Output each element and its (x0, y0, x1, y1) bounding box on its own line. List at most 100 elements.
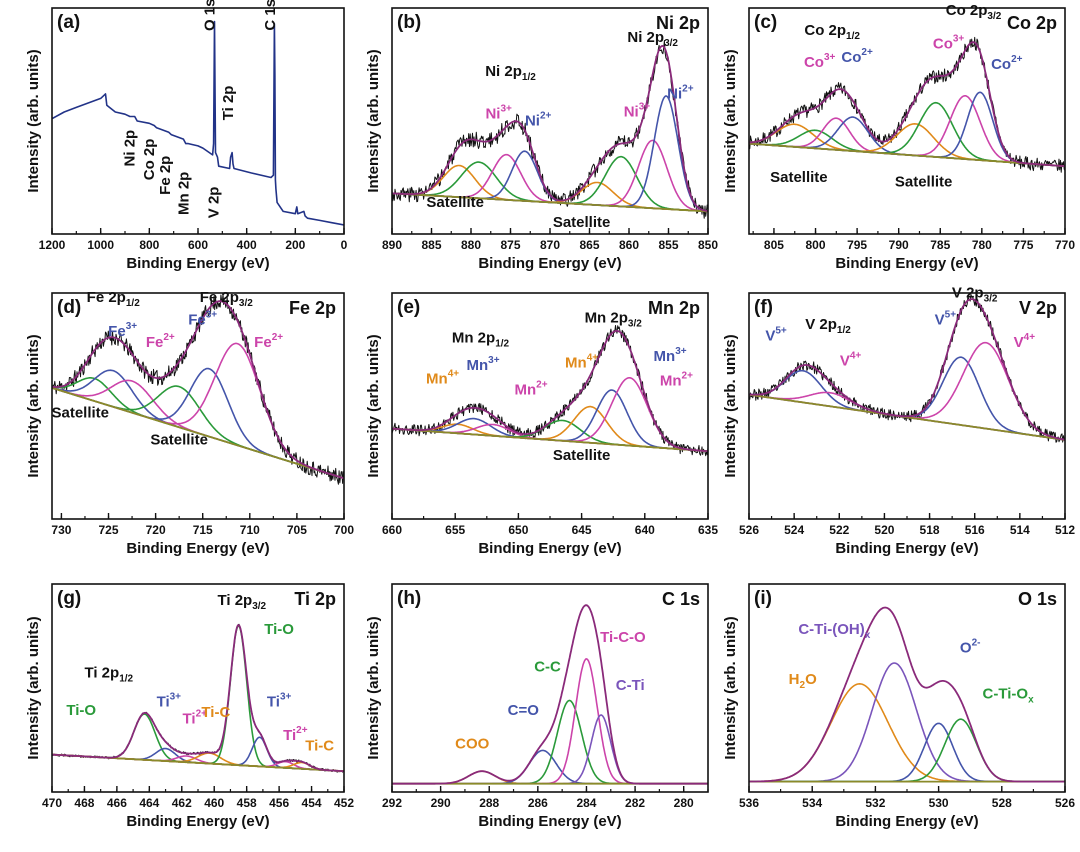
panel-h: 292 290 288 286 284 282 280 Binding Energy (eV)… (365, 583, 709, 830)
tick-label-c-3: 790 (889, 238, 909, 252)
tick-label-i-0: 536 (739, 796, 759, 810)
tick-label-g-5: 460 (204, 796, 224, 810)
annotation-d-3: Fe2+ (146, 332, 175, 351)
tick-label-h-1: 290 (431, 796, 451, 810)
tick-label-f-3: 520 (874, 523, 894, 537)
annotation-f-4: V5+ (935, 310, 957, 329)
tick-label-f-0: 526 (739, 523, 759, 537)
panel-a: 1200 1000 800 600 400 200 0 Binding Energy (eV)… (25, 0, 348, 272)
tick-label-g-2: 466 (107, 796, 127, 810)
annotation-b-2: Ni3+ (485, 104, 512, 123)
plot-area-b (392, 40, 708, 219)
annotation-a-2: Ti 2p (220, 86, 237, 121)
annotation-e-1: Mn 2p3/2 (585, 309, 643, 329)
envelope-line-e (392, 330, 708, 453)
annotation-f-0: V 2p1/2 (805, 316, 851, 336)
tick-label-a-6: 0 (341, 238, 348, 252)
panel-letter-b: (b) (397, 12, 421, 33)
panel-title-d: Fe 2p (289, 298, 336, 318)
tick-label-g-7: 456 (269, 796, 289, 810)
plot-area-g (52, 623, 344, 773)
tick-label-d-2: 720 (146, 523, 166, 537)
tick-label-a-4: 400 (237, 238, 257, 252)
annotation-a-0: O 1s (202, 0, 219, 31)
annotation-h-2: C-C (534, 658, 561, 675)
x-axis-label-d: Binding Energy (eV) (126, 540, 269, 557)
tick-label-b-6: 860 (619, 238, 639, 252)
fit-peak-h-3 (392, 658, 708, 785)
tick-label-a-2: 800 (139, 238, 159, 252)
envelope-line-c (749, 41, 1065, 168)
envelope-line-d (52, 300, 344, 480)
tick-label-e-5: 635 (698, 523, 718, 537)
tick-label-h-6: 280 (674, 796, 694, 810)
panel-f: 526 524 522 520 518 516 514 512 Binding Energy (… (722, 285, 1075, 557)
annotation-e-3: Mn3+ (466, 355, 499, 374)
tick-label-c-5: 780 (972, 238, 992, 252)
tick-label-a-5: 200 (285, 238, 305, 252)
tick-label-f-4: 518 (920, 523, 940, 537)
annotation-h-0: COO (455, 735, 490, 752)
tick-label-e-3: 645 (572, 523, 592, 537)
annotation-e-8: Satellite (553, 447, 611, 464)
tick-label-b-2: 880 (461, 238, 481, 252)
plot-area-e (392, 325, 708, 457)
annotation-b-0: Ni 2p1/2 (485, 63, 536, 83)
annotation-h-1: C=O (508, 702, 540, 719)
plot-frame-f (748, 292, 1066, 520)
tick-label-b-5: 865 (579, 238, 599, 252)
tick-label-i-2: 532 (865, 796, 885, 810)
annotation-b-7: Satellite (553, 214, 611, 231)
tick-label-g-1: 468 (74, 796, 94, 810)
y-axis-label-c: Intensity (arb. units) (722, 49, 739, 192)
tick-label-a-0: 1200 (39, 238, 66, 252)
raw-spectrum-g (52, 623, 344, 773)
annotation-i-2: O2- (960, 638, 981, 657)
tick-label-c-6: 775 (1013, 238, 1033, 252)
annotation-e-6: Mn3+ (654, 346, 687, 365)
raw-spectrum-e (392, 325, 708, 457)
annotation-b-6: Satellite (426, 194, 484, 211)
y-axis-label-d: Intensity (arb. units) (25, 334, 42, 477)
tick-label-d-0: 730 (51, 523, 71, 537)
panel-d: 730 725 720 715 710 705 700 Binding Energy (eV)… (25, 289, 354, 557)
plot-area-a (52, 20, 344, 226)
fit-peak-h-2 (392, 699, 708, 785)
x-axis-label-f: Binding Energy (eV) (835, 540, 978, 557)
x-axis-label-g: Binding Energy (eV) (126, 813, 269, 830)
panel-letter-a: (a) (57, 12, 80, 33)
tick-label-g-0: 470 (42, 796, 62, 810)
tick-label-g-6: 458 (237, 796, 257, 810)
fit-peak-h-4 (392, 714, 708, 785)
tick-label-h-0: 292 (382, 796, 402, 810)
y-axis-label-i: Intensity (arb. units) (722, 616, 739, 759)
panel-letter-i: (i) (754, 588, 772, 609)
fit-peak-f-3 (749, 341, 1065, 441)
y-axis-label-a: Intensity (arb. units) (25, 49, 42, 192)
tick-label-d-1: 725 (99, 523, 119, 537)
annotation-i-1: H2O (789, 671, 817, 691)
tick-label-h-2: 288 (479, 796, 499, 810)
annotation-a-4: Mn 2p (175, 172, 192, 215)
annotation-g-8: Ti2+ (283, 725, 308, 744)
annotation-g-4: Ti2+ (183, 708, 208, 727)
annotation-g-6: Ti-O (264, 621, 294, 638)
annotation-a-3: V 2p (206, 187, 223, 219)
annotation-e-7: Mn2+ (660, 371, 693, 390)
x-axis-label-e: Binding Energy (eV) (478, 540, 621, 557)
annotation-i-3: C-Ti-Ox (983, 685, 1035, 705)
annotation-h-3: Ti-C-O (600, 629, 646, 646)
panel-letter-d: (d) (57, 297, 81, 318)
plot-frame-a (51, 7, 345, 235)
panel-letter-e: (e) (397, 297, 420, 318)
annotation-d-5: Fe2+ (254, 332, 283, 351)
x-axis-label-c: Binding Energy (eV) (835, 255, 978, 272)
tick-label-c-2: 795 (847, 238, 867, 252)
panel-title-e: Mn 2p (648, 298, 700, 318)
y-axis-label-f: Intensity (arb. units) (722, 334, 739, 477)
tick-label-c-1: 800 (806, 238, 826, 252)
annotation-c-5: Co2+ (991, 54, 1023, 73)
background-line-e (392, 427, 708, 453)
background-line-c (749, 142, 1065, 168)
